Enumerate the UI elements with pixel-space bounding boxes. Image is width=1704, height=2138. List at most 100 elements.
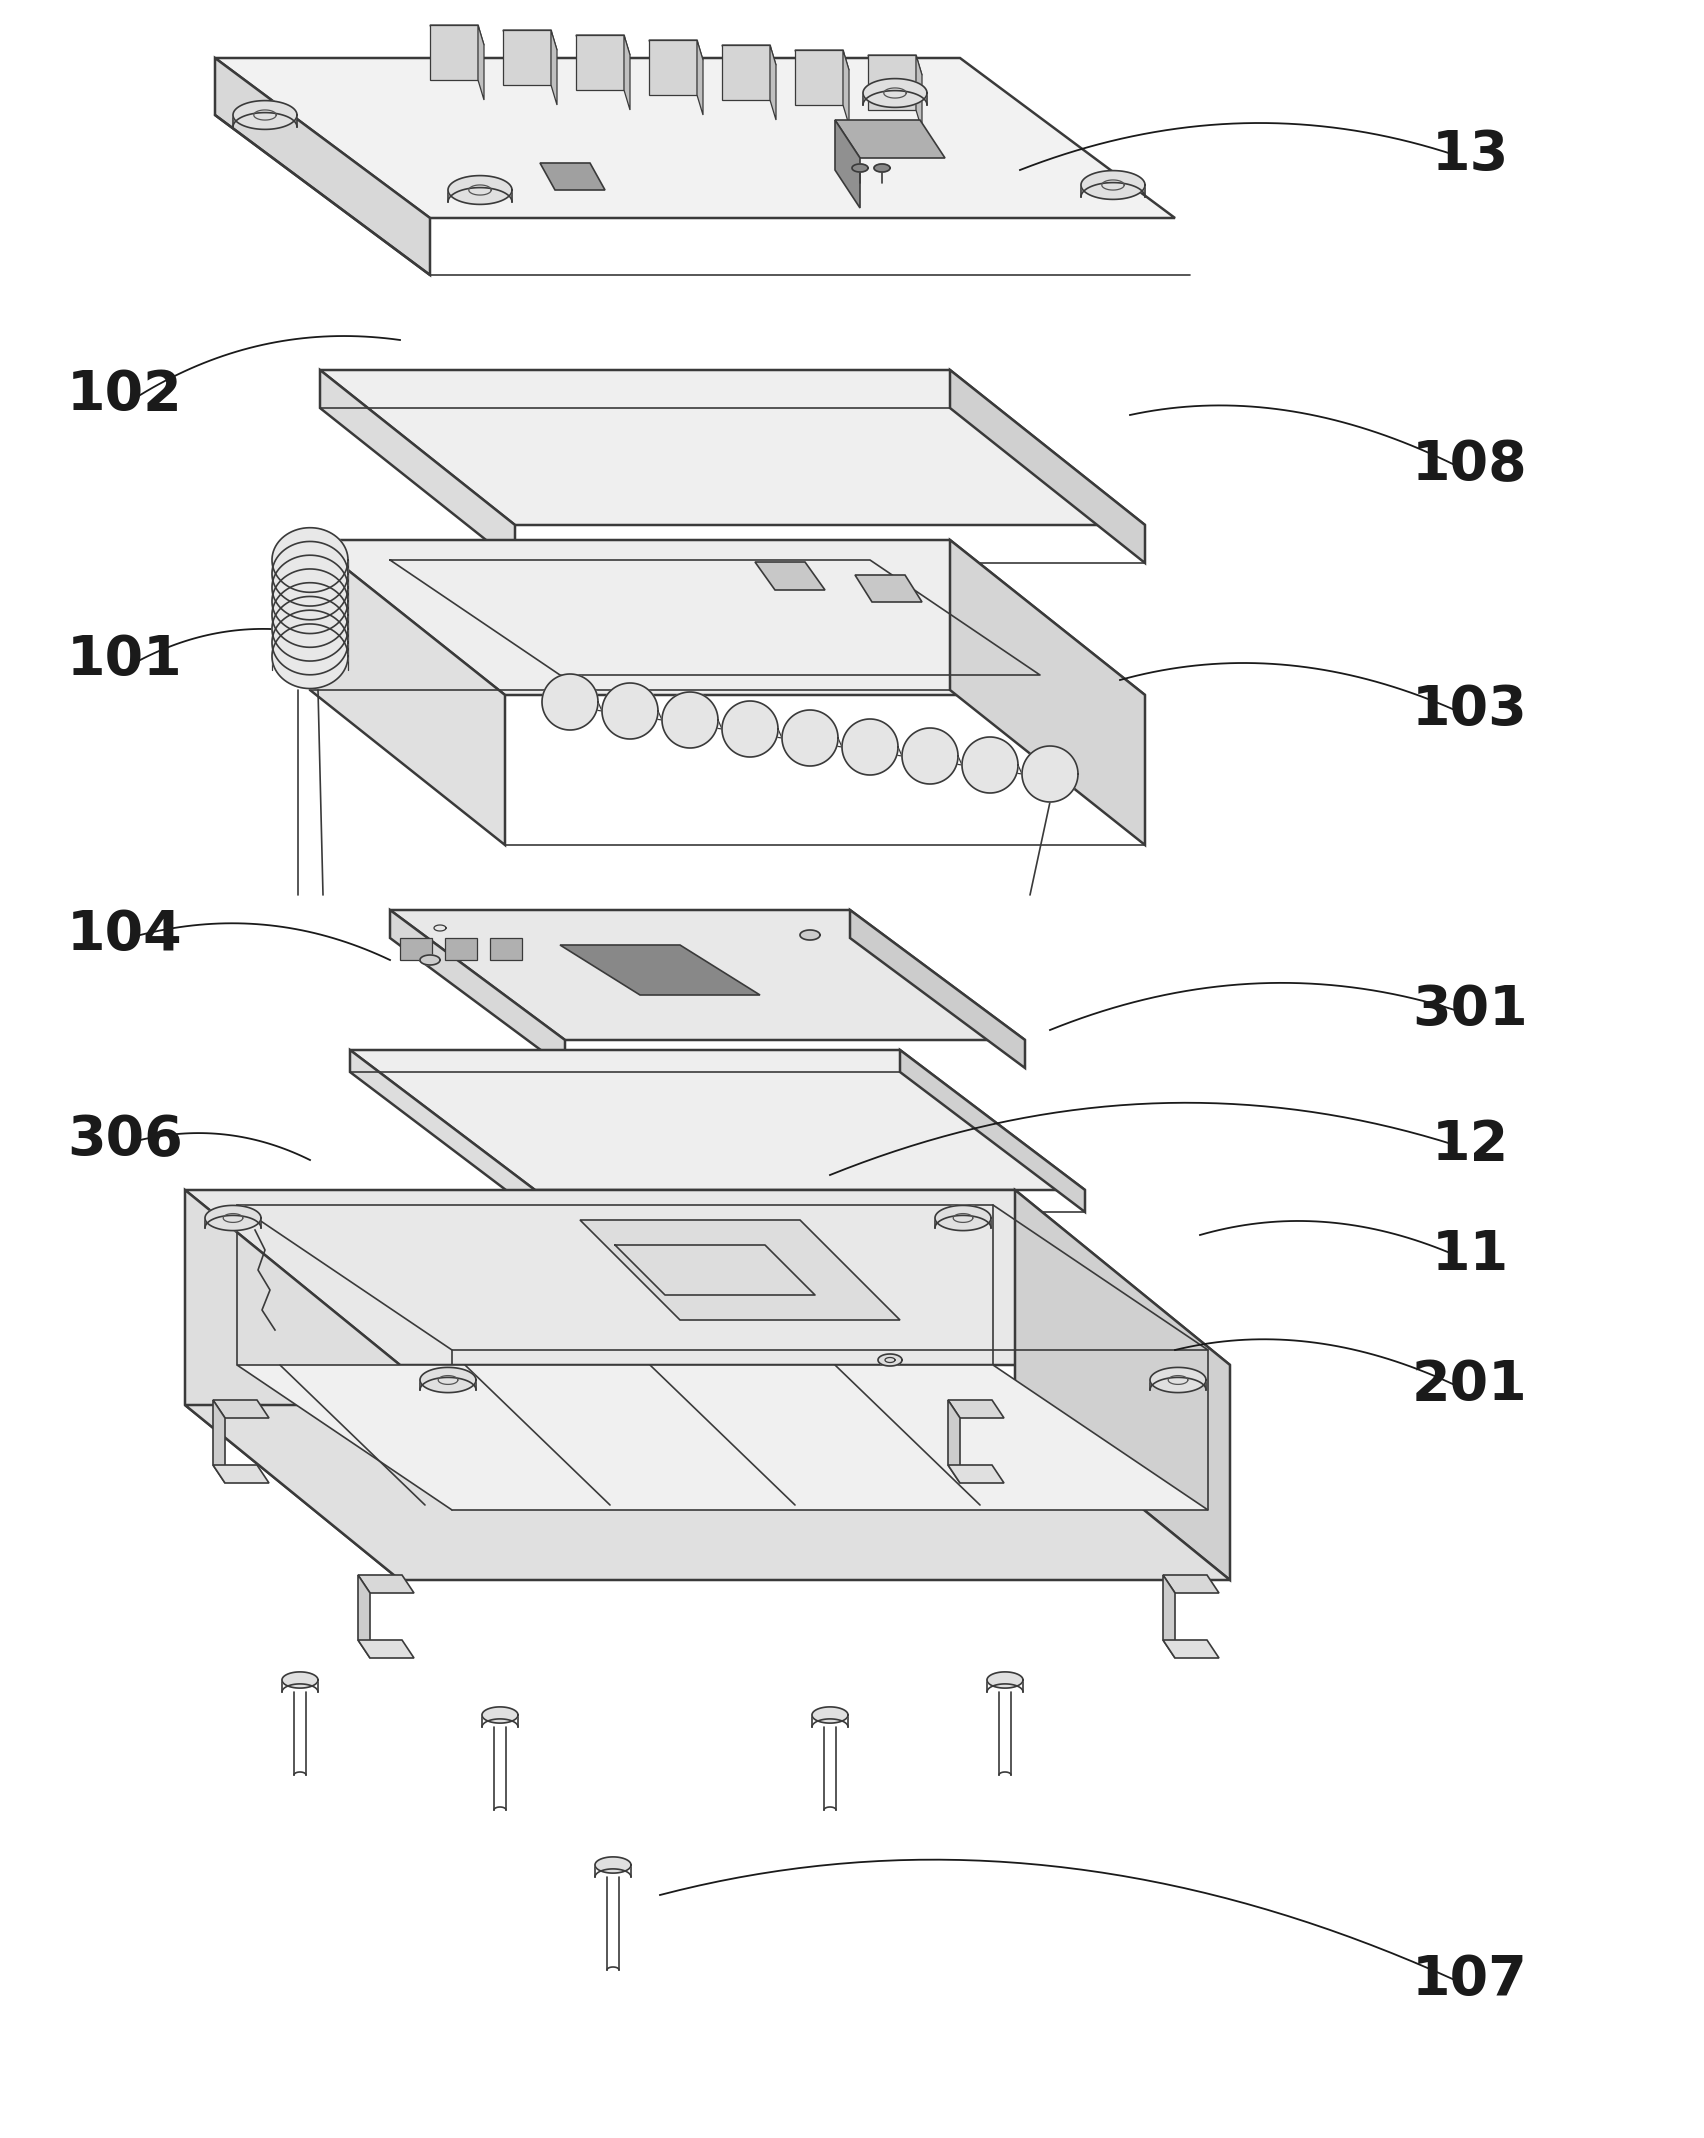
- Polygon shape: [878, 1353, 901, 1366]
- Polygon shape: [419, 1368, 475, 1392]
- Polygon shape: [1164, 1640, 1218, 1657]
- Polygon shape: [215, 58, 1176, 218]
- Polygon shape: [273, 609, 348, 676]
- Polygon shape: [874, 165, 889, 171]
- Polygon shape: [796, 49, 849, 71]
- Polygon shape: [602, 682, 658, 740]
- Polygon shape: [624, 34, 630, 109]
- Polygon shape: [951, 541, 1145, 845]
- Polygon shape: [482, 1706, 518, 1723]
- Polygon shape: [935, 1206, 992, 1231]
- Text: 108: 108: [1413, 438, 1528, 492]
- Polygon shape: [310, 541, 504, 845]
- Text: 107: 107: [1413, 1952, 1528, 2008]
- Polygon shape: [963, 738, 1017, 793]
- Polygon shape: [576, 34, 630, 56]
- Polygon shape: [400, 939, 433, 960]
- Polygon shape: [273, 528, 348, 592]
- Polygon shape: [579, 1221, 900, 1319]
- Polygon shape: [862, 79, 927, 107]
- Polygon shape: [835, 120, 861, 207]
- Polygon shape: [782, 710, 838, 765]
- Polygon shape: [1022, 746, 1079, 802]
- Polygon shape: [273, 597, 348, 661]
- Polygon shape: [947, 1465, 1004, 1484]
- Polygon shape: [850, 911, 1026, 1069]
- Polygon shape: [576, 34, 624, 90]
- Polygon shape: [358, 1640, 414, 1657]
- Polygon shape: [649, 41, 697, 94]
- Polygon shape: [1150, 1368, 1206, 1392]
- Polygon shape: [320, 370, 1145, 526]
- Polygon shape: [273, 541, 348, 605]
- Polygon shape: [755, 562, 825, 590]
- Polygon shape: [799, 930, 820, 941]
- Polygon shape: [349, 1050, 1085, 1191]
- Polygon shape: [663, 693, 717, 748]
- Text: 12: 12: [1431, 1118, 1508, 1172]
- Polygon shape: [491, 939, 521, 960]
- Polygon shape: [503, 30, 550, 86]
- Polygon shape: [358, 1576, 414, 1593]
- Polygon shape: [479, 26, 484, 100]
- Polygon shape: [349, 1050, 535, 1212]
- Polygon shape: [649, 41, 704, 60]
- Polygon shape: [540, 162, 605, 190]
- Polygon shape: [390, 911, 1026, 1039]
- Polygon shape: [947, 1400, 959, 1484]
- Polygon shape: [448, 175, 511, 205]
- Text: 103: 103: [1413, 682, 1528, 738]
- Polygon shape: [233, 100, 296, 130]
- Text: 104: 104: [66, 909, 182, 962]
- Polygon shape: [320, 370, 515, 562]
- Polygon shape: [1080, 171, 1145, 199]
- Polygon shape: [852, 165, 867, 171]
- Polygon shape: [445, 939, 477, 960]
- Polygon shape: [273, 624, 348, 688]
- Polygon shape: [867, 56, 917, 109]
- Polygon shape: [722, 701, 779, 757]
- Polygon shape: [835, 120, 946, 158]
- Polygon shape: [429, 26, 484, 45]
- Text: 306: 306: [66, 1114, 182, 1167]
- Polygon shape: [813, 1706, 849, 1723]
- Text: 301: 301: [1413, 983, 1528, 1037]
- Text: 11: 11: [1431, 1227, 1508, 1283]
- Polygon shape: [987, 1672, 1022, 1689]
- Polygon shape: [770, 45, 775, 120]
- Polygon shape: [1016, 1191, 1230, 1580]
- Text: 102: 102: [66, 368, 182, 421]
- Polygon shape: [503, 30, 557, 49]
- Polygon shape: [273, 556, 348, 620]
- Polygon shape: [917, 56, 922, 130]
- Polygon shape: [722, 45, 775, 64]
- Polygon shape: [213, 1400, 269, 1417]
- Polygon shape: [358, 1576, 370, 1657]
- Polygon shape: [855, 575, 922, 603]
- Polygon shape: [283, 1672, 319, 1689]
- Polygon shape: [842, 718, 898, 774]
- Polygon shape: [595, 1858, 630, 1873]
- Text: 101: 101: [66, 633, 182, 686]
- Polygon shape: [1164, 1576, 1218, 1593]
- Polygon shape: [697, 41, 704, 115]
- Polygon shape: [273, 584, 348, 648]
- Polygon shape: [186, 1405, 1230, 1580]
- Polygon shape: [419, 956, 440, 964]
- Polygon shape: [213, 1465, 269, 1484]
- Polygon shape: [867, 56, 922, 75]
- Polygon shape: [429, 26, 479, 79]
- Polygon shape: [213, 1400, 225, 1484]
- Polygon shape: [843, 49, 849, 124]
- Polygon shape: [186, 1191, 400, 1580]
- Polygon shape: [550, 30, 557, 105]
- Polygon shape: [796, 49, 843, 105]
- Polygon shape: [947, 1400, 1004, 1417]
- Polygon shape: [186, 1191, 1230, 1364]
- Text: 13: 13: [1431, 128, 1508, 182]
- Polygon shape: [722, 45, 770, 100]
- Polygon shape: [900, 1050, 1085, 1212]
- Polygon shape: [273, 569, 348, 633]
- Polygon shape: [215, 58, 429, 276]
- Text: 201: 201: [1413, 1358, 1528, 1411]
